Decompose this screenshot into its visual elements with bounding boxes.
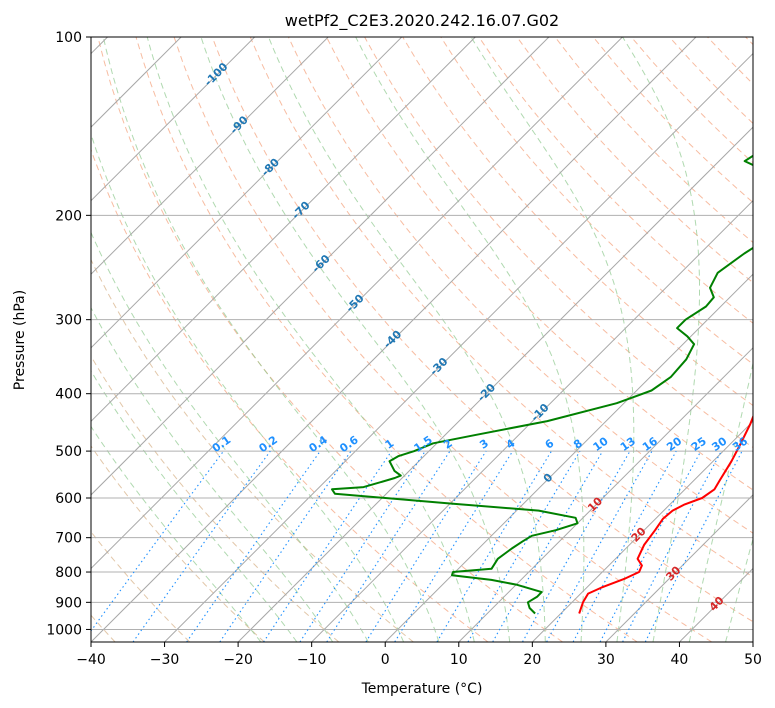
isotherm-line (91, 37, 403, 349)
isotherm-line (311, 199, 753, 642)
isotherm-line (531, 420, 753, 642)
moist-adiabat-line (91, 231, 369, 642)
mixing-ratio-line (219, 450, 352, 642)
moist-adiabat-line (688, 361, 753, 642)
dry-adiabat-line (326, 37, 753, 491)
moist-adiabat-line (268, 37, 546, 642)
dry-adiabat-line (211, 37, 753, 623)
temperature-series-line (578, 414, 753, 614)
y-tick-label: 600 (55, 491, 82, 507)
x-tick-label: 50 (744, 652, 762, 668)
isotherm-line (458, 347, 753, 642)
isotherm-line (605, 494, 753, 642)
isotherm-line (91, 37, 256, 202)
x-tick-label: 40 (671, 652, 689, 668)
x-tick-label: 20 (523, 652, 541, 668)
mixing-ratio-line (263, 450, 392, 642)
mixing-ratio-line (365, 450, 487, 642)
x-tick-label: −10 (297, 652, 327, 668)
y-tick-label: 200 (55, 208, 82, 224)
y-tick-label: 1000 (46, 622, 82, 638)
x-tick-label: 10 (450, 652, 468, 668)
series-layer (331, 154, 753, 615)
y-tick-label: 900 (55, 595, 82, 611)
plot-frame (90, 36, 754, 643)
y-tick-label: 400 (55, 387, 82, 403)
y-tick-label: 100 (55, 30, 82, 46)
dry-adiabat-line (91, 445, 265, 642)
isotherm-line (91, 37, 329, 275)
moist-adiabat-line (91, 425, 262, 642)
mixing-ratio-line (186, 450, 321, 642)
y-tick-label: 300 (55, 313, 82, 329)
y-axis: 100 200 300 400 500 600 700 800 900 1000 (46, 30, 91, 638)
moist-adiabat-line (102, 37, 440, 642)
x-axis-label: Temperature (°C) (361, 681, 483, 697)
isotherm-line (91, 37, 697, 642)
isotherm-line (164, 52, 753, 642)
isotherm-line (91, 37, 550, 496)
x-tick-label: −30 (150, 652, 180, 668)
moist-adiabats (91, 37, 753, 642)
moist-adiabat-line (91, 369, 298, 642)
isotherm-line (91, 37, 476, 423)
moist-adiabat-line (91, 306, 334, 642)
x-tick-label: 30 (597, 652, 615, 668)
plot-area: 0.1 0.2 0.4 0.6 1 1.5 2 3 4 6 8 10 13 16 20 25 30 36-100-… (91, 37, 753, 642)
dewpoint-series-line (331, 154, 753, 615)
mixing-ratio-line (394, 450, 514, 642)
x-tick-label: −40 (76, 652, 106, 668)
dry-adiabat-line (249, 37, 753, 578)
dry-adiabat-line (91, 258, 414, 642)
y-axis-label: Pressure (hPa) (12, 290, 28, 390)
dry-adiabat-line (135, 37, 638, 642)
mixing-ratio-line (599, 450, 702, 642)
isotherm-line (91, 37, 623, 570)
moist-adiabat-line (725, 537, 753, 642)
x-axis: −40 −30 −20 −10 0 10 20 30 40 50 (76, 642, 762, 668)
y-tick-label: 800 (55, 565, 82, 581)
x-tick-label: 0 (381, 652, 390, 668)
moist-adiabat-line (146, 37, 475, 642)
moist-adiabat-line (355, 37, 585, 642)
isotherm-line (237, 126, 753, 642)
x-tick-label: −20 (223, 652, 253, 668)
isotherms (91, 37, 753, 642)
moist-adiabat-line (200, 37, 511, 642)
moist-adiabat-line (622, 37, 700, 642)
chart-title: wetPf2_C2E3.2020.242.16.07.G02 (285, 11, 559, 31)
mixing-ratio-line (132, 450, 271, 642)
mixing-ratio-lines (91, 450, 743, 642)
dry-adiabat-line (173, 37, 713, 642)
isotherm-line (384, 273, 753, 642)
y-tick-label: 500 (55, 444, 82, 460)
dry-adiabat-line (287, 37, 753, 534)
mixing-ratio-line (572, 450, 677, 642)
mixing-ratio-line (299, 450, 426, 642)
mixing-ratio-line (436, 450, 552, 642)
dry-adiabat-line (97, 37, 563, 642)
mixing-ratio-line (326, 450, 451, 642)
mixing-ratio-line (467, 450, 581, 642)
isobars (91, 37, 753, 630)
moist-adiabat-line (91, 132, 405, 642)
y-tick-label: 700 (55, 531, 82, 547)
